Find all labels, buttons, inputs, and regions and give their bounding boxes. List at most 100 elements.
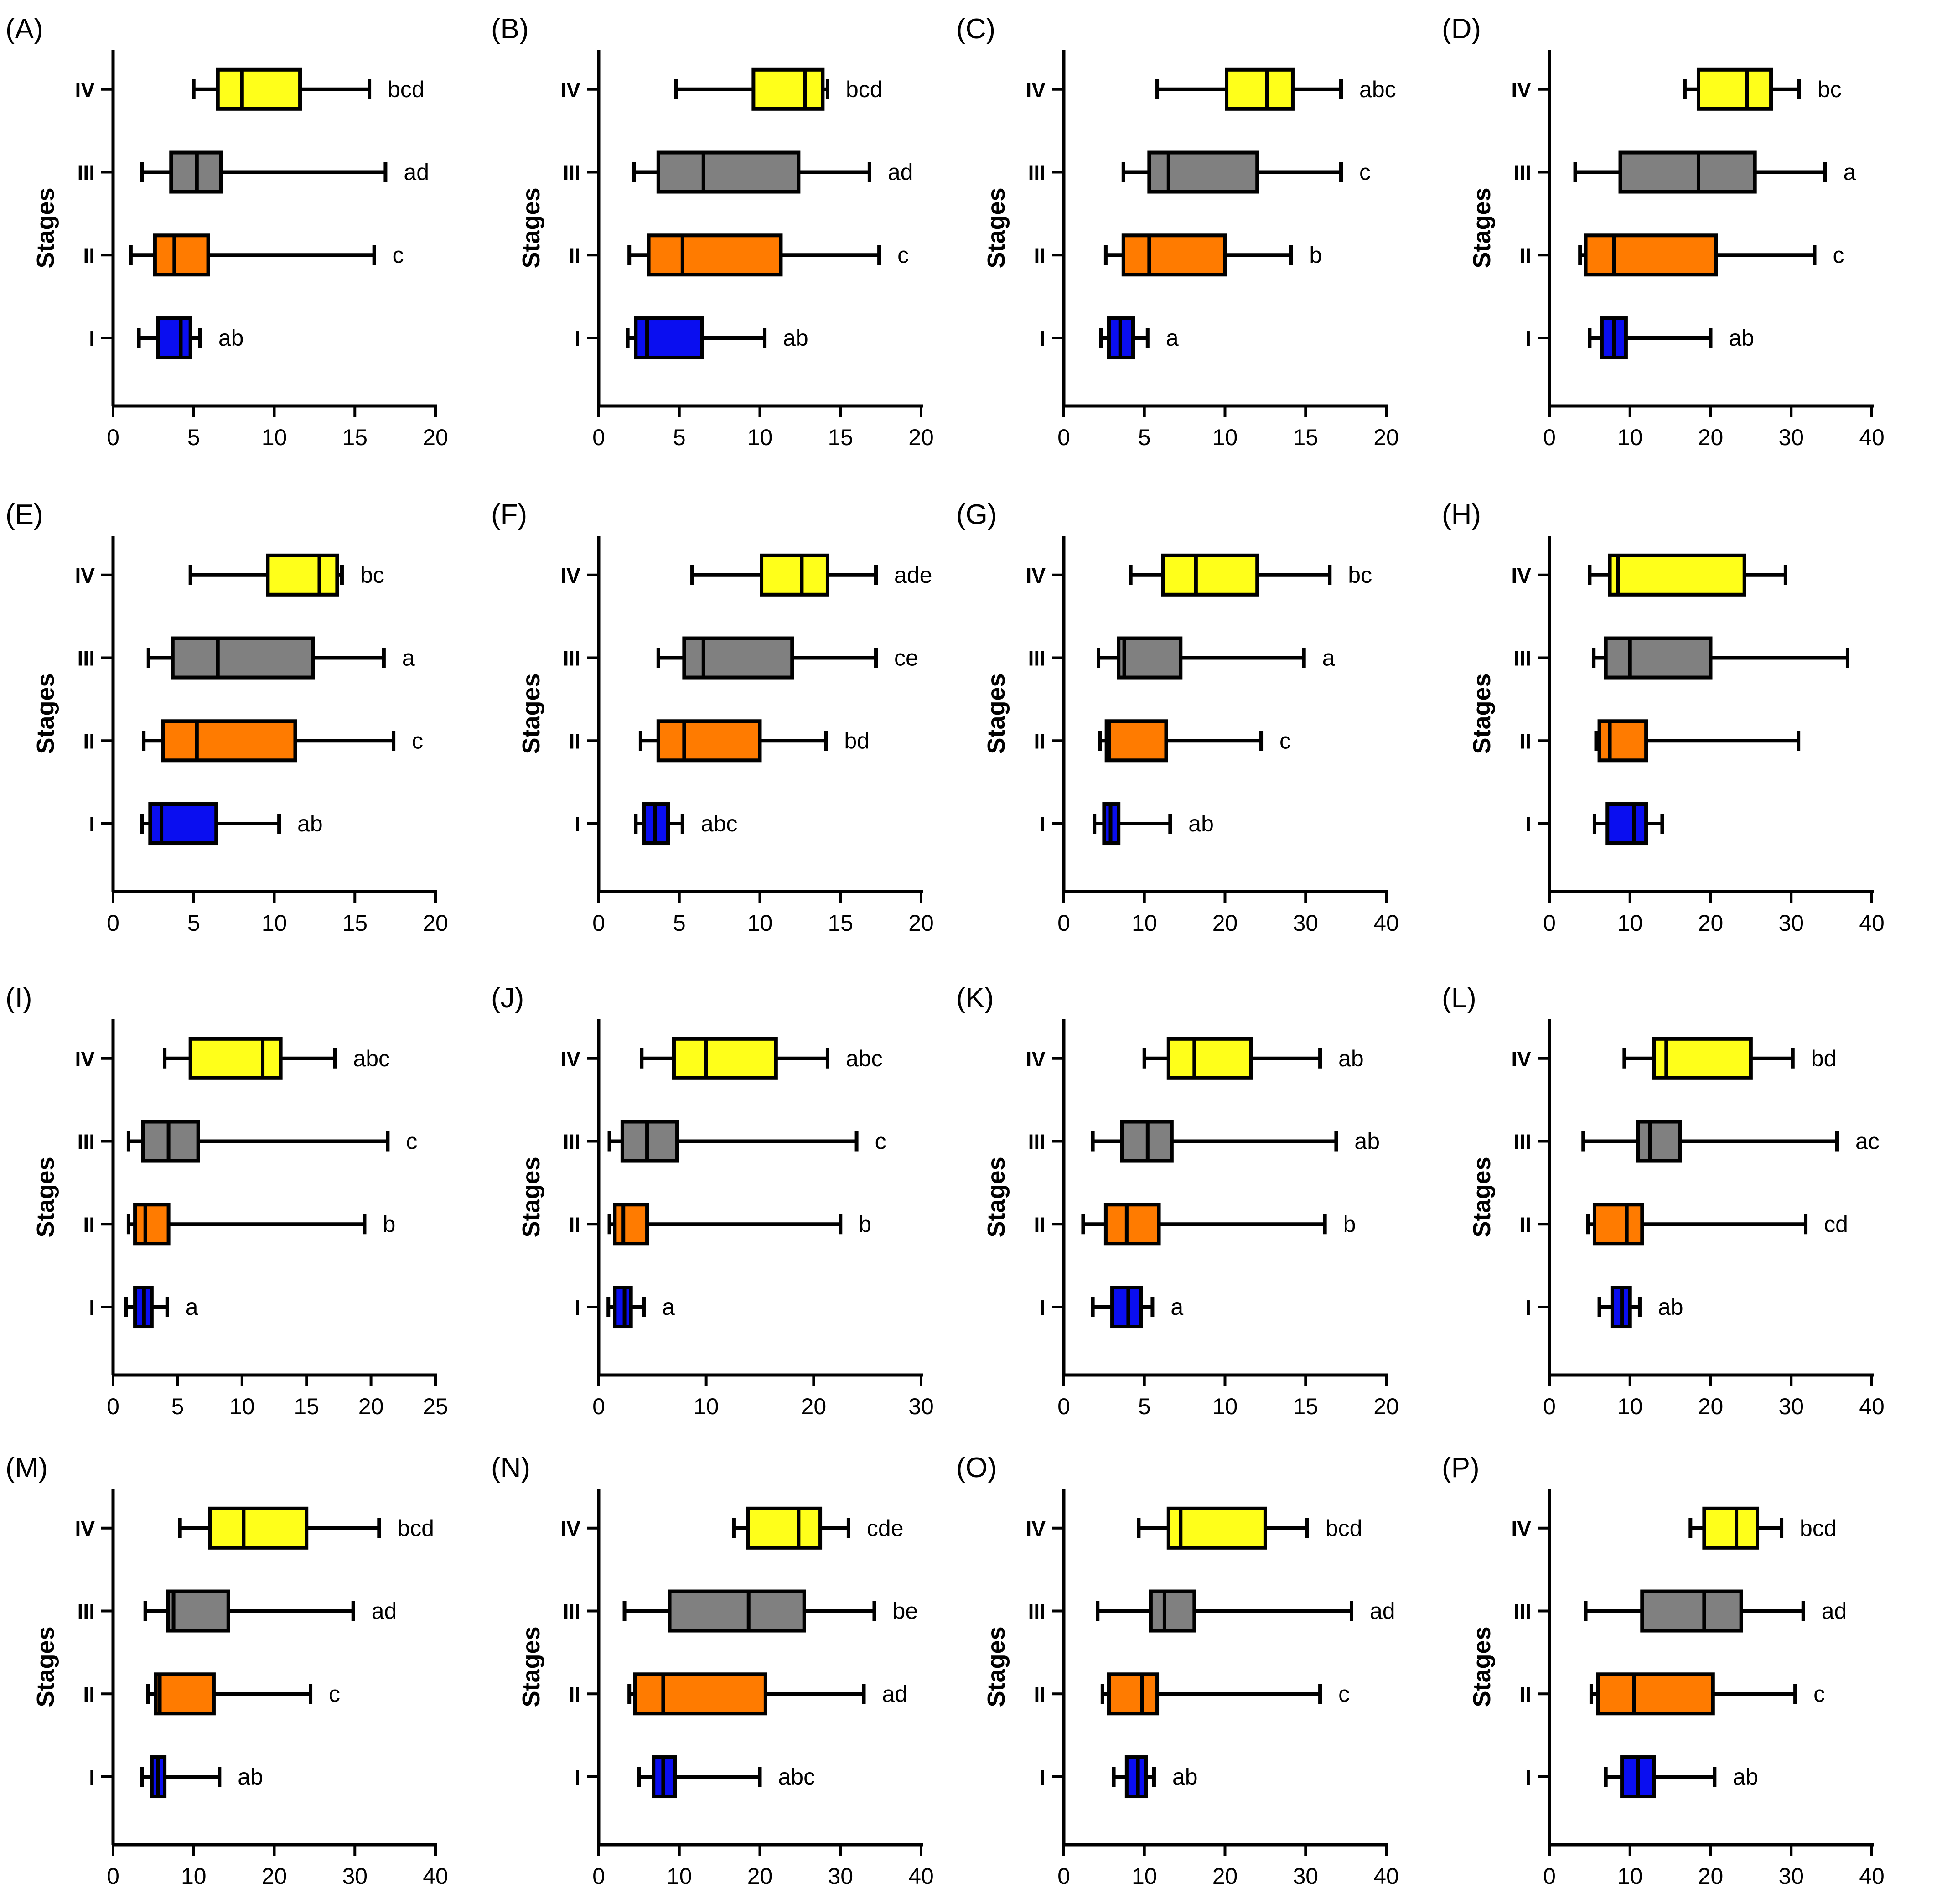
box-stage-I: [1091, 1286, 1155, 1329]
stage-label: I: [1525, 1765, 1531, 1789]
x-tick-label: 0: [592, 425, 605, 450]
x-axis-label: CD8+TLR-4+[%]: [670, 1431, 849, 1434]
x-tick-label: 30: [1293, 910, 1318, 936]
x-tick-label: 10: [229, 1394, 255, 1419]
stage-label: I: [89, 327, 95, 350]
significance-letters: ab: [1733, 1764, 1758, 1790]
box-stage-II: [627, 1672, 866, 1716]
box-stage-II: [146, 1672, 313, 1716]
significance-letters: cde: [867, 1515, 904, 1541]
x-tick-label: 40: [1859, 1394, 1885, 1419]
significance-letters: ad: [882, 1681, 908, 1707]
box-stage-I: [1112, 1755, 1156, 1799]
box-stage-II: [1586, 1203, 1808, 1246]
x-tick-label: 30: [908, 1394, 934, 1419]
stage-label: IV: [1026, 78, 1046, 102]
y-axis-label: Stages: [32, 673, 59, 754]
box-stage-II: [126, 1203, 367, 1246]
boxplot-chart: 0 10 20 30 40 CD19+TLR-3+[%] Stages Iab II c III a I…: [983, 536, 1399, 951]
x-tick-label: 15: [342, 910, 368, 936]
significance-letters: a: [186, 1294, 198, 1320]
x-tick-label: 15: [1293, 425, 1318, 450]
y-axis-label: Stages: [518, 187, 545, 268]
stage-label: II: [1519, 729, 1531, 753]
stage-label: I: [1525, 1296, 1531, 1319]
x-tick-label: 40: [1859, 425, 1885, 450]
x-tick-label: 0: [1543, 425, 1556, 450]
stage-label: I: [575, 327, 580, 350]
stage-label: IV: [1512, 1047, 1532, 1071]
x-axis-label: CD4+TLR-4+[%]: [185, 1431, 364, 1434]
stage-label: III: [563, 161, 580, 185]
stage-label: II: [83, 244, 95, 267]
iqr-box: [682, 636, 794, 680]
x-tick-label: 10: [1617, 425, 1643, 450]
significance-letters: a: [1322, 645, 1335, 671]
y-axis-label: Stages: [983, 1157, 1010, 1237]
significance-letters: a: [402, 645, 415, 671]
panel-label: (O): [956, 1452, 997, 1484]
x-axis-label: CD19+TLR-4+[%]: [1129, 1431, 1321, 1434]
significance-letters: ab: [1338, 1046, 1364, 1071]
x-tick-label: 20: [262, 1863, 287, 1889]
x-tick-label: 40: [1373, 1863, 1399, 1889]
stage-label: III: [1514, 1130, 1531, 1154]
x-tick-label: 20: [1698, 425, 1724, 450]
x-tick-label: 0: [1543, 910, 1556, 936]
iqr-box: [1161, 553, 1259, 597]
stage-label: IV: [75, 78, 95, 102]
x-tick-label: 0: [592, 1394, 605, 1419]
iqr-box: [1608, 553, 1746, 597]
significance-letters: c: [897, 242, 909, 268]
x-tick-label: 40: [908, 1863, 934, 1889]
significance-letters: ad: [1822, 1598, 1847, 1624]
iqr-box: [1104, 719, 1168, 763]
stage-label: II: [1034, 1682, 1046, 1706]
y-axis-label: Stages: [518, 1626, 545, 1707]
x-tick-label: 20: [1212, 910, 1238, 936]
significance-letters: a: [1843, 160, 1856, 185]
box-stage-III: [607, 1120, 859, 1163]
box-stage-III: [1096, 1589, 1353, 1633]
box-stage-II: [1103, 233, 1293, 277]
box-stage-II: [1081, 1203, 1327, 1246]
significance-letters: ab: [1729, 325, 1755, 351]
stage-label: III: [78, 647, 95, 670]
x-tick-label: 5: [1138, 425, 1151, 450]
y-axis-label: Stages: [1468, 1157, 1496, 1237]
y-axis-label: Stages: [1468, 1626, 1496, 1707]
stage-label: III: [78, 1600, 95, 1624]
significance-letters: ab: [238, 1764, 263, 1790]
box-stage-IV: [732, 1506, 850, 1550]
box-stage-IV: [674, 67, 829, 111]
x-tick-label: 20: [747, 1863, 773, 1889]
significance-letters: b: [1343, 1211, 1356, 1237]
boxplot-chart: 0 10 20 30 40 CD19+TLR-9+[%] Stages Iab II c III ad…: [983, 1489, 1399, 1904]
significance-letters: c: [412, 728, 423, 753]
x-tick-label: 15: [828, 910, 853, 936]
significance-letters: ab: [1172, 1764, 1198, 1790]
iqr-box: [141, 1120, 200, 1163]
significance-letters: ab: [1188, 811, 1214, 836]
stage-label: III: [1028, 1130, 1046, 1154]
x-tick-label: 10: [1132, 1863, 1157, 1889]
stage-label: III: [78, 1130, 95, 1154]
significance-letters: bd: [844, 728, 870, 753]
iqr-box: [1597, 719, 1648, 763]
stage-label: III: [1514, 161, 1531, 185]
significance-letters: abc: [701, 811, 738, 836]
x-tick-label: 0: [107, 1394, 119, 1419]
x-tick-label: 40: [1373, 910, 1399, 936]
box-stage-IV: [1129, 553, 1332, 597]
boxplot-chart: 0 5 10 15 20 CD19+TLR-4+[%] Stages Ia II b III ab IV…: [983, 1019, 1399, 1434]
significance-letters: a: [662, 1294, 675, 1320]
stage-label: III: [563, 647, 580, 670]
iqr-box: [153, 233, 210, 277]
panel-label: (K): [956, 982, 994, 1014]
box-stage-IV: [1683, 67, 1801, 111]
significance-letters: ac: [1855, 1129, 1880, 1154]
box-stage-I: [1592, 802, 1664, 846]
stage-label: III: [1514, 1600, 1531, 1624]
stage-label: I: [1040, 327, 1046, 350]
x-tick-label: 10: [1132, 910, 1157, 936]
